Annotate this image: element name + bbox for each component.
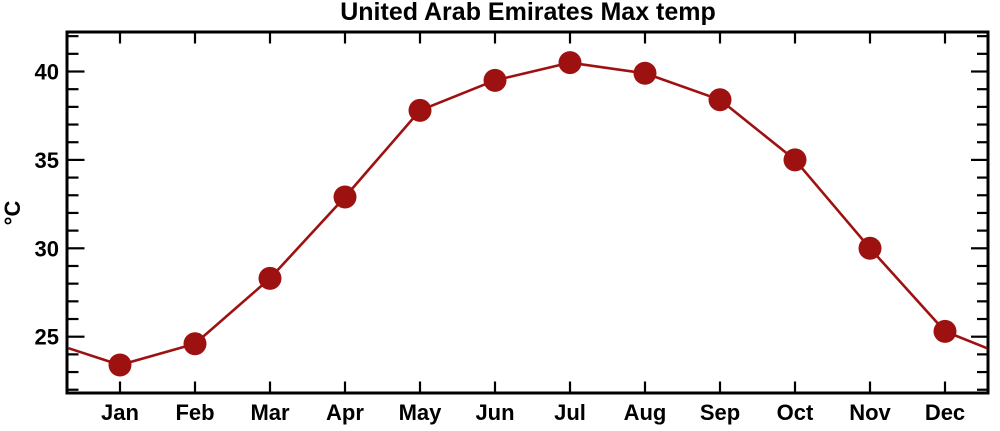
x-tick-label: May <box>399 400 443 425</box>
chart-title: United Arab Emirates Max temp <box>340 0 716 26</box>
data-point-may <box>408 98 432 122</box>
data-point-sep <box>708 88 732 112</box>
data-point-jun <box>483 68 507 92</box>
x-tick-label: Dec <box>925 400 965 425</box>
x-tick-label: Mar <box>250 400 290 425</box>
y-tick-label: 25 <box>35 325 59 350</box>
y-tick-label: 35 <box>35 148 59 173</box>
x-tick-label: Jan <box>101 400 139 425</box>
x-tick-label: Feb <box>175 400 214 425</box>
x-tick-label: Apr <box>326 400 364 425</box>
data-point-oct <box>783 148 807 172</box>
data-point-jan <box>108 353 132 377</box>
data-point-dec <box>933 319 957 343</box>
y-tick-label: 30 <box>35 236 59 261</box>
data-point-aug <box>633 61 657 85</box>
data-point-apr <box>333 185 357 209</box>
data-point-jul <box>558 51 582 75</box>
x-tick-label: Nov <box>849 400 891 425</box>
x-tick-label: Sep <box>700 400 740 425</box>
data-point-feb <box>183 332 207 356</box>
x-tick-label: Oct <box>777 400 814 425</box>
x-tick-label: Jun <box>475 400 514 425</box>
data-point-mar <box>258 266 282 290</box>
y-tick-label: 40 <box>35 60 59 85</box>
temperature-line <box>68 61 988 367</box>
x-tick-label: Jul <box>554 400 586 425</box>
data-point-nov <box>858 236 882 260</box>
plot-border <box>65 30 990 395</box>
x-tick-label: Aug <box>624 400 667 425</box>
